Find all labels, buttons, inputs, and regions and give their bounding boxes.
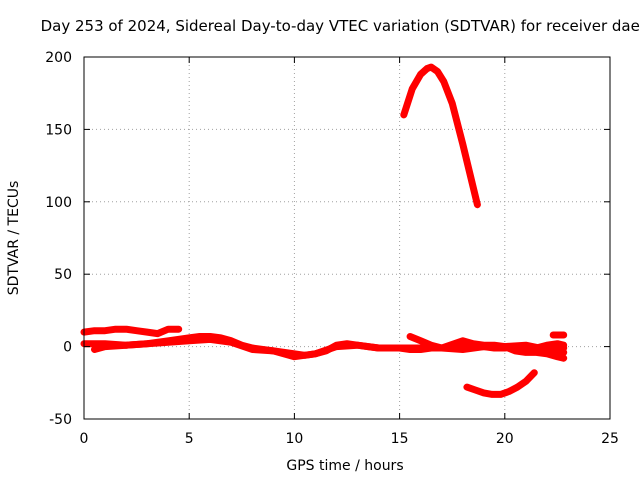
x-tick-label: 25 [601, 431, 619, 447]
series-track-f [406, 333, 568, 362]
x-tick-label: 20 [496, 431, 514, 447]
axis-ticks [83, 56, 611, 420]
chart-title: Day 253 of 2024, Sidereal Day-to-day VTE… [41, 17, 640, 35]
plot-frame [83, 56, 611, 420]
series-layer [80, 63, 568, 398]
grid [84, 57, 610, 419]
y-tick-label: 100 [45, 195, 72, 211]
y-tick-label: 200 [45, 50, 72, 66]
x-tick-label: 5 [185, 431, 194, 447]
x-tick-label: 10 [285, 431, 303, 447]
series-track-g [532, 340, 568, 352]
x-tick-label: 15 [391, 431, 409, 447]
y-tick-label: 0 [63, 340, 72, 356]
series-track-a [80, 325, 183, 338]
y-axis-label: SDTVAR / TECUs [6, 181, 22, 296]
y-tick-label: -50 [49, 412, 72, 428]
x-axis-label: GPS time / hours [286, 458, 403, 474]
series-track-d [400, 63, 481, 209]
y-tick-label: 50 [54, 267, 72, 283]
series-track-e [463, 369, 538, 398]
axis-tick-labels: 0 5 10 15 20 25 -50 0 50 100 150 200 [45, 50, 619, 447]
y-tick-label: 150 [45, 122, 72, 138]
x-tick-label: 0 [80, 431, 89, 447]
